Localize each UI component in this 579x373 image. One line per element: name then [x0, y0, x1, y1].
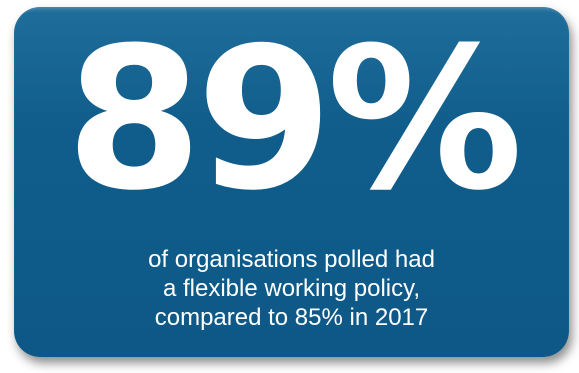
caption-line-2: a flexible working policy,	[162, 275, 420, 302]
stat-caption: of organisations polled had a flexible w…	[14, 245, 569, 332]
stat-value: 89%	[65, 7, 523, 234]
caption-line-1: of organisations polled had	[148, 246, 435, 273]
caption-line-3: compared to 85% in 2017	[154, 304, 429, 331]
stat-card: 89% of organisations polled had a flexib…	[14, 7, 569, 357]
